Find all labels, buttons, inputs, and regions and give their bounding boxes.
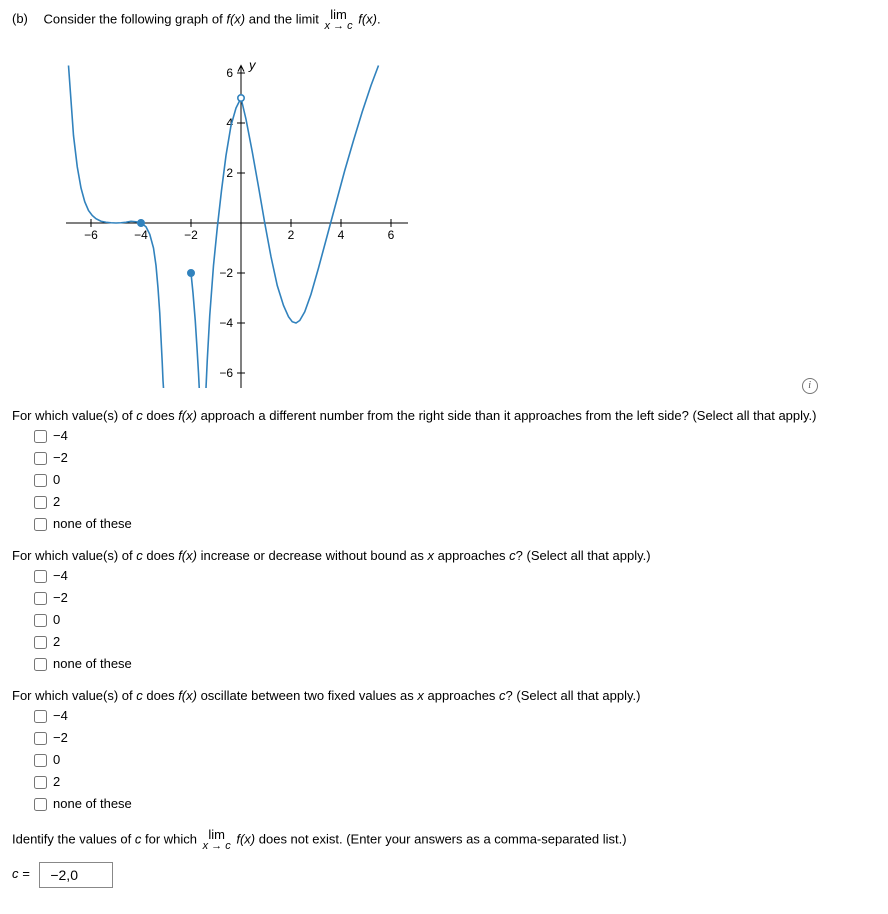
question-text: For which value(s) of c does f(x) approa… [12,408,876,423]
svg-text:−2: −2 [184,228,198,242]
question-prompt: (b) Consider the following graph of f(x)… [12,8,876,32]
graph-svg: −6−4−2246−6−4−2246xy [48,38,408,388]
choice-label: none of these [53,796,132,811]
choice-label: −2 [53,730,68,745]
choices: −4 −2 0 2 none of these [30,427,876,534]
question-2: For which value(s) of c does f(x) increa… [12,548,876,674]
choice-row: none of these [30,515,876,534]
choice-label: −4 [53,708,68,723]
choice-row: −2 [30,589,876,608]
choice-checkbox[interactable] [34,592,47,605]
final-question: Identify the values of c for which limx … [12,828,876,852]
choice-checkbox[interactable] [34,732,47,745]
svg-text:−6: −6 [84,228,98,242]
prompt-text-post: . [377,11,381,26]
question-text: For which value(s) of c does f(x) oscill… [12,688,876,703]
part-label: (b) [12,11,28,26]
answer-label: c = [12,866,30,881]
svg-text:6: 6 [388,228,395,242]
choice-row: 2 [30,633,876,652]
choices: −4 −2 0 2 none of these [30,567,876,674]
svg-text:−4: −4 [134,228,148,242]
choice-label: 2 [53,494,60,509]
choice-label: −4 [53,568,68,583]
info-icon[interactable]: i [802,378,818,394]
choice-row: 2 [30,493,876,512]
choice-checkbox[interactable] [34,658,47,671]
choice-row: −4 [30,707,876,726]
choice-label: 0 [53,472,60,487]
answer-input[interactable]: −2,0 [39,862,113,888]
choice-label: −4 [53,428,68,443]
choices: −4 −2 0 2 none of these [30,707,876,814]
prompt-fx2: f(x) [358,11,377,26]
choice-checkbox[interactable] [34,570,47,583]
choice-label: −2 [53,590,68,605]
choice-checkbox[interactable] [34,430,47,443]
svg-text:2: 2 [226,166,233,180]
choice-checkbox[interactable] [34,518,47,531]
svg-text:−4: −4 [219,316,233,330]
svg-text:−6: −6 [219,366,233,380]
choice-checkbox[interactable] [34,474,47,487]
choice-row: −2 [30,729,876,748]
choice-checkbox[interactable] [34,496,47,509]
choice-label: 2 [53,774,60,789]
choice-row: 0 [30,471,876,490]
choice-checkbox[interactable] [34,710,47,723]
answer-row: c = −2,0 [12,862,876,888]
prompt-limit: limx → c [324,8,352,32]
svg-text:6: 6 [226,66,233,80]
svg-text:4: 4 [338,228,345,242]
questions-container: For which value(s) of c does f(x) approa… [12,408,876,814]
prompt-text-pre: Consider the following graph of [44,11,227,26]
choice-row: −4 [30,427,876,446]
choice-checkbox[interactable] [34,754,47,767]
choice-label: 0 [53,752,60,767]
choice-row: none of these [30,795,876,814]
question-1: For which value(s) of c does f(x) approa… [12,408,876,534]
prompt-fx: f(x) [226,11,245,26]
choice-row: −2 [30,449,876,468]
choice-label: 0 [53,612,60,627]
choice-label: 2 [53,634,60,649]
choice-checkbox[interactable] [34,636,47,649]
choice-checkbox[interactable] [34,452,47,465]
svg-text:−2: −2 [219,266,233,280]
choice-row: none of these [30,655,876,674]
choice-label: −2 [53,450,68,465]
graph: −6−4−2246−6−4−2246xy i [48,38,876,394]
svg-text:2: 2 [288,228,295,242]
choice-row: 0 [30,611,876,630]
choice-row: −4 [30,567,876,586]
question-3: For which value(s) of c does f(x) oscill… [12,688,876,814]
choice-checkbox[interactable] [34,614,47,627]
choice-row: 2 [30,773,876,792]
choice-checkbox[interactable] [34,798,47,811]
choice-checkbox[interactable] [34,776,47,789]
question-text: For which value(s) of c does f(x) increa… [12,548,876,563]
choice-label: none of these [53,656,132,671]
final-limit: limx → c [203,828,231,852]
choice-row: 0 [30,751,876,770]
prompt-text-mid: and the limit [245,11,322,26]
choice-label: none of these [53,516,132,531]
